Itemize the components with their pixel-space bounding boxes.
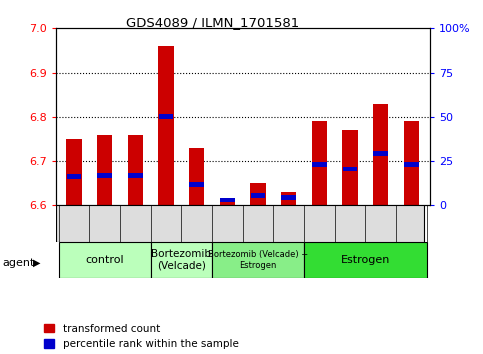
Bar <box>189 182 204 187</box>
Bar <box>189 148 204 205</box>
Text: Estrogen: Estrogen <box>341 255 390 265</box>
Bar <box>159 114 173 119</box>
Bar <box>98 173 112 178</box>
Text: agent: agent <box>2 258 35 268</box>
Bar <box>67 174 81 179</box>
Text: ▶: ▶ <box>33 258 41 268</box>
Bar <box>373 104 388 205</box>
Bar <box>58 242 151 278</box>
Bar <box>97 135 113 205</box>
Text: Bortezomib
(Velcade): Bortezomib (Velcade) <box>151 249 212 271</box>
Text: GDS4089 / ILMN_1701581: GDS4089 / ILMN_1701581 <box>126 16 299 29</box>
Text: control: control <box>85 255 124 265</box>
Text: Bortezomib (Velcade) +
Estrogen: Bortezomib (Velcade) + Estrogen <box>208 251 308 270</box>
Bar <box>220 198 235 202</box>
Legend: transformed count, percentile rank within the sample: transformed count, percentile rank withi… <box>44 324 239 349</box>
Bar <box>343 167 357 171</box>
Bar <box>251 193 265 198</box>
Bar <box>128 173 142 178</box>
Bar <box>128 135 143 205</box>
Bar <box>404 162 419 167</box>
Bar <box>282 195 296 200</box>
Bar <box>281 192 297 205</box>
Bar <box>66 139 82 205</box>
Bar <box>304 242 427 278</box>
Bar <box>220 201 235 205</box>
Bar <box>158 46 174 205</box>
Bar <box>312 162 327 167</box>
Bar <box>342 130 358 205</box>
Bar <box>373 151 388 155</box>
Bar <box>312 121 327 205</box>
Bar <box>404 121 419 205</box>
Bar <box>212 242 304 278</box>
Bar <box>151 242 212 278</box>
Bar <box>250 183 266 205</box>
